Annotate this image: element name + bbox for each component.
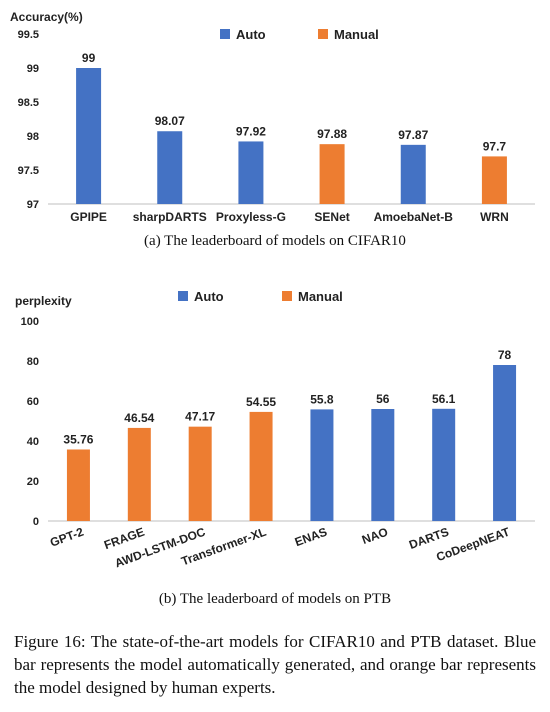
- legend-swatch-auto: [178, 291, 188, 301]
- subcaption-ptb: (b) The leaderboard of models on PTB: [158, 591, 392, 607]
- y-tick-label: 0: [33, 516, 39, 528]
- y-tick-label: 98: [27, 131, 39, 143]
- legend-label-manual: Manual: [334, 27, 379, 42]
- y-tick-label: 40: [27, 436, 39, 448]
- legend-label-auto: Auto: [236, 27, 266, 42]
- data-label: 97.7: [483, 139, 507, 153]
- y-tick-label: 97.5: [18, 165, 39, 177]
- y-tick-label: 100: [21, 316, 39, 328]
- data-label: 98.07: [155, 114, 185, 128]
- legend-label-auto: Auto: [194, 289, 224, 304]
- data-label: 54.55: [246, 395, 276, 409]
- x-tick-label: SENet: [314, 210, 349, 224]
- bar-nao: [371, 409, 395, 521]
- bar-proxyless-g: [238, 141, 264, 204]
- y-tick-label: 20: [27, 476, 39, 488]
- bar-gpt-2: [66, 449, 90, 521]
- bar-gpipe: [76, 68, 102, 204]
- x-tick-label: WRN: [480, 210, 509, 224]
- bar-darts: [432, 408, 456, 521]
- bar-sharpdarts: [157, 131, 183, 204]
- bar-transformer-xl: [249, 411, 273, 521]
- y-tick-label: 60: [27, 396, 39, 408]
- y-tick-label: 98.5: [18, 97, 39, 109]
- data-label: 47.17: [185, 410, 215, 424]
- y-tick-label: 99: [27, 63, 39, 75]
- bar-frage: [127, 427, 151, 521]
- data-label: 97.88: [317, 127, 347, 141]
- data-label: 99: [82, 51, 96, 65]
- subcaption-cifar10: (a) The leaderboard of models on CIFAR10: [144, 233, 406, 249]
- data-label: 55.8: [310, 392, 334, 406]
- x-tick-label: Proxyless-G: [216, 210, 286, 224]
- y-axis-label: Accuracy(%): [10, 10, 83, 24]
- y-tick-label: 99.5: [18, 29, 39, 41]
- x-tick-label: GPT-2: [48, 525, 86, 550]
- x-tick-label: GPIPE: [70, 210, 107, 224]
- x-tick-label: NAO: [360, 525, 390, 547]
- legend-label-manual: Manual: [298, 289, 343, 304]
- y-tick-label: 97: [27, 199, 39, 211]
- legend-swatch-manual: [282, 291, 292, 301]
- cifar10-bar-chart: Accuracy(%) Auto Manual 97 97.5 98 98.5 99 99.5 9…: [10, 10, 535, 224]
- y-tick-label: 80: [27, 356, 39, 368]
- data-label: 35.76: [63, 432, 93, 446]
- data-label: 97.87: [398, 128, 428, 142]
- bar-amoebanet-b: [400, 144, 426, 204]
- legend-swatch-manual: [318, 29, 328, 39]
- bar-enas: [310, 409, 334, 521]
- figure-caption: Figure 16: The state-of-the-art models f…: [14, 632, 536, 697]
- data-label: 97.92: [236, 124, 266, 138]
- bar-awd-lstm-doc: [188, 426, 212, 521]
- y-axis-label: perplexity: [15, 294, 72, 308]
- data-label: 56: [376, 392, 390, 406]
- ptb-bar-chart: perplexity Auto Manual 0 20 40 60 80 100 35.76 GPT…: [15, 289, 535, 570]
- x-tick-label: ENAS: [293, 525, 329, 550]
- bar-codeepneat: [493, 365, 517, 521]
- bar-senet: [319, 144, 345, 204]
- data-label: 46.54: [124, 411, 154, 425]
- bar-wrn: [481, 156, 507, 204]
- x-tick-label: AmoebaNet-B: [374, 210, 454, 224]
- data-label: 56.1: [432, 392, 456, 406]
- x-tick-label: sharpDARTS: [133, 210, 207, 224]
- data-label: 78: [498, 348, 512, 362]
- legend-swatch-auto: [220, 29, 230, 39]
